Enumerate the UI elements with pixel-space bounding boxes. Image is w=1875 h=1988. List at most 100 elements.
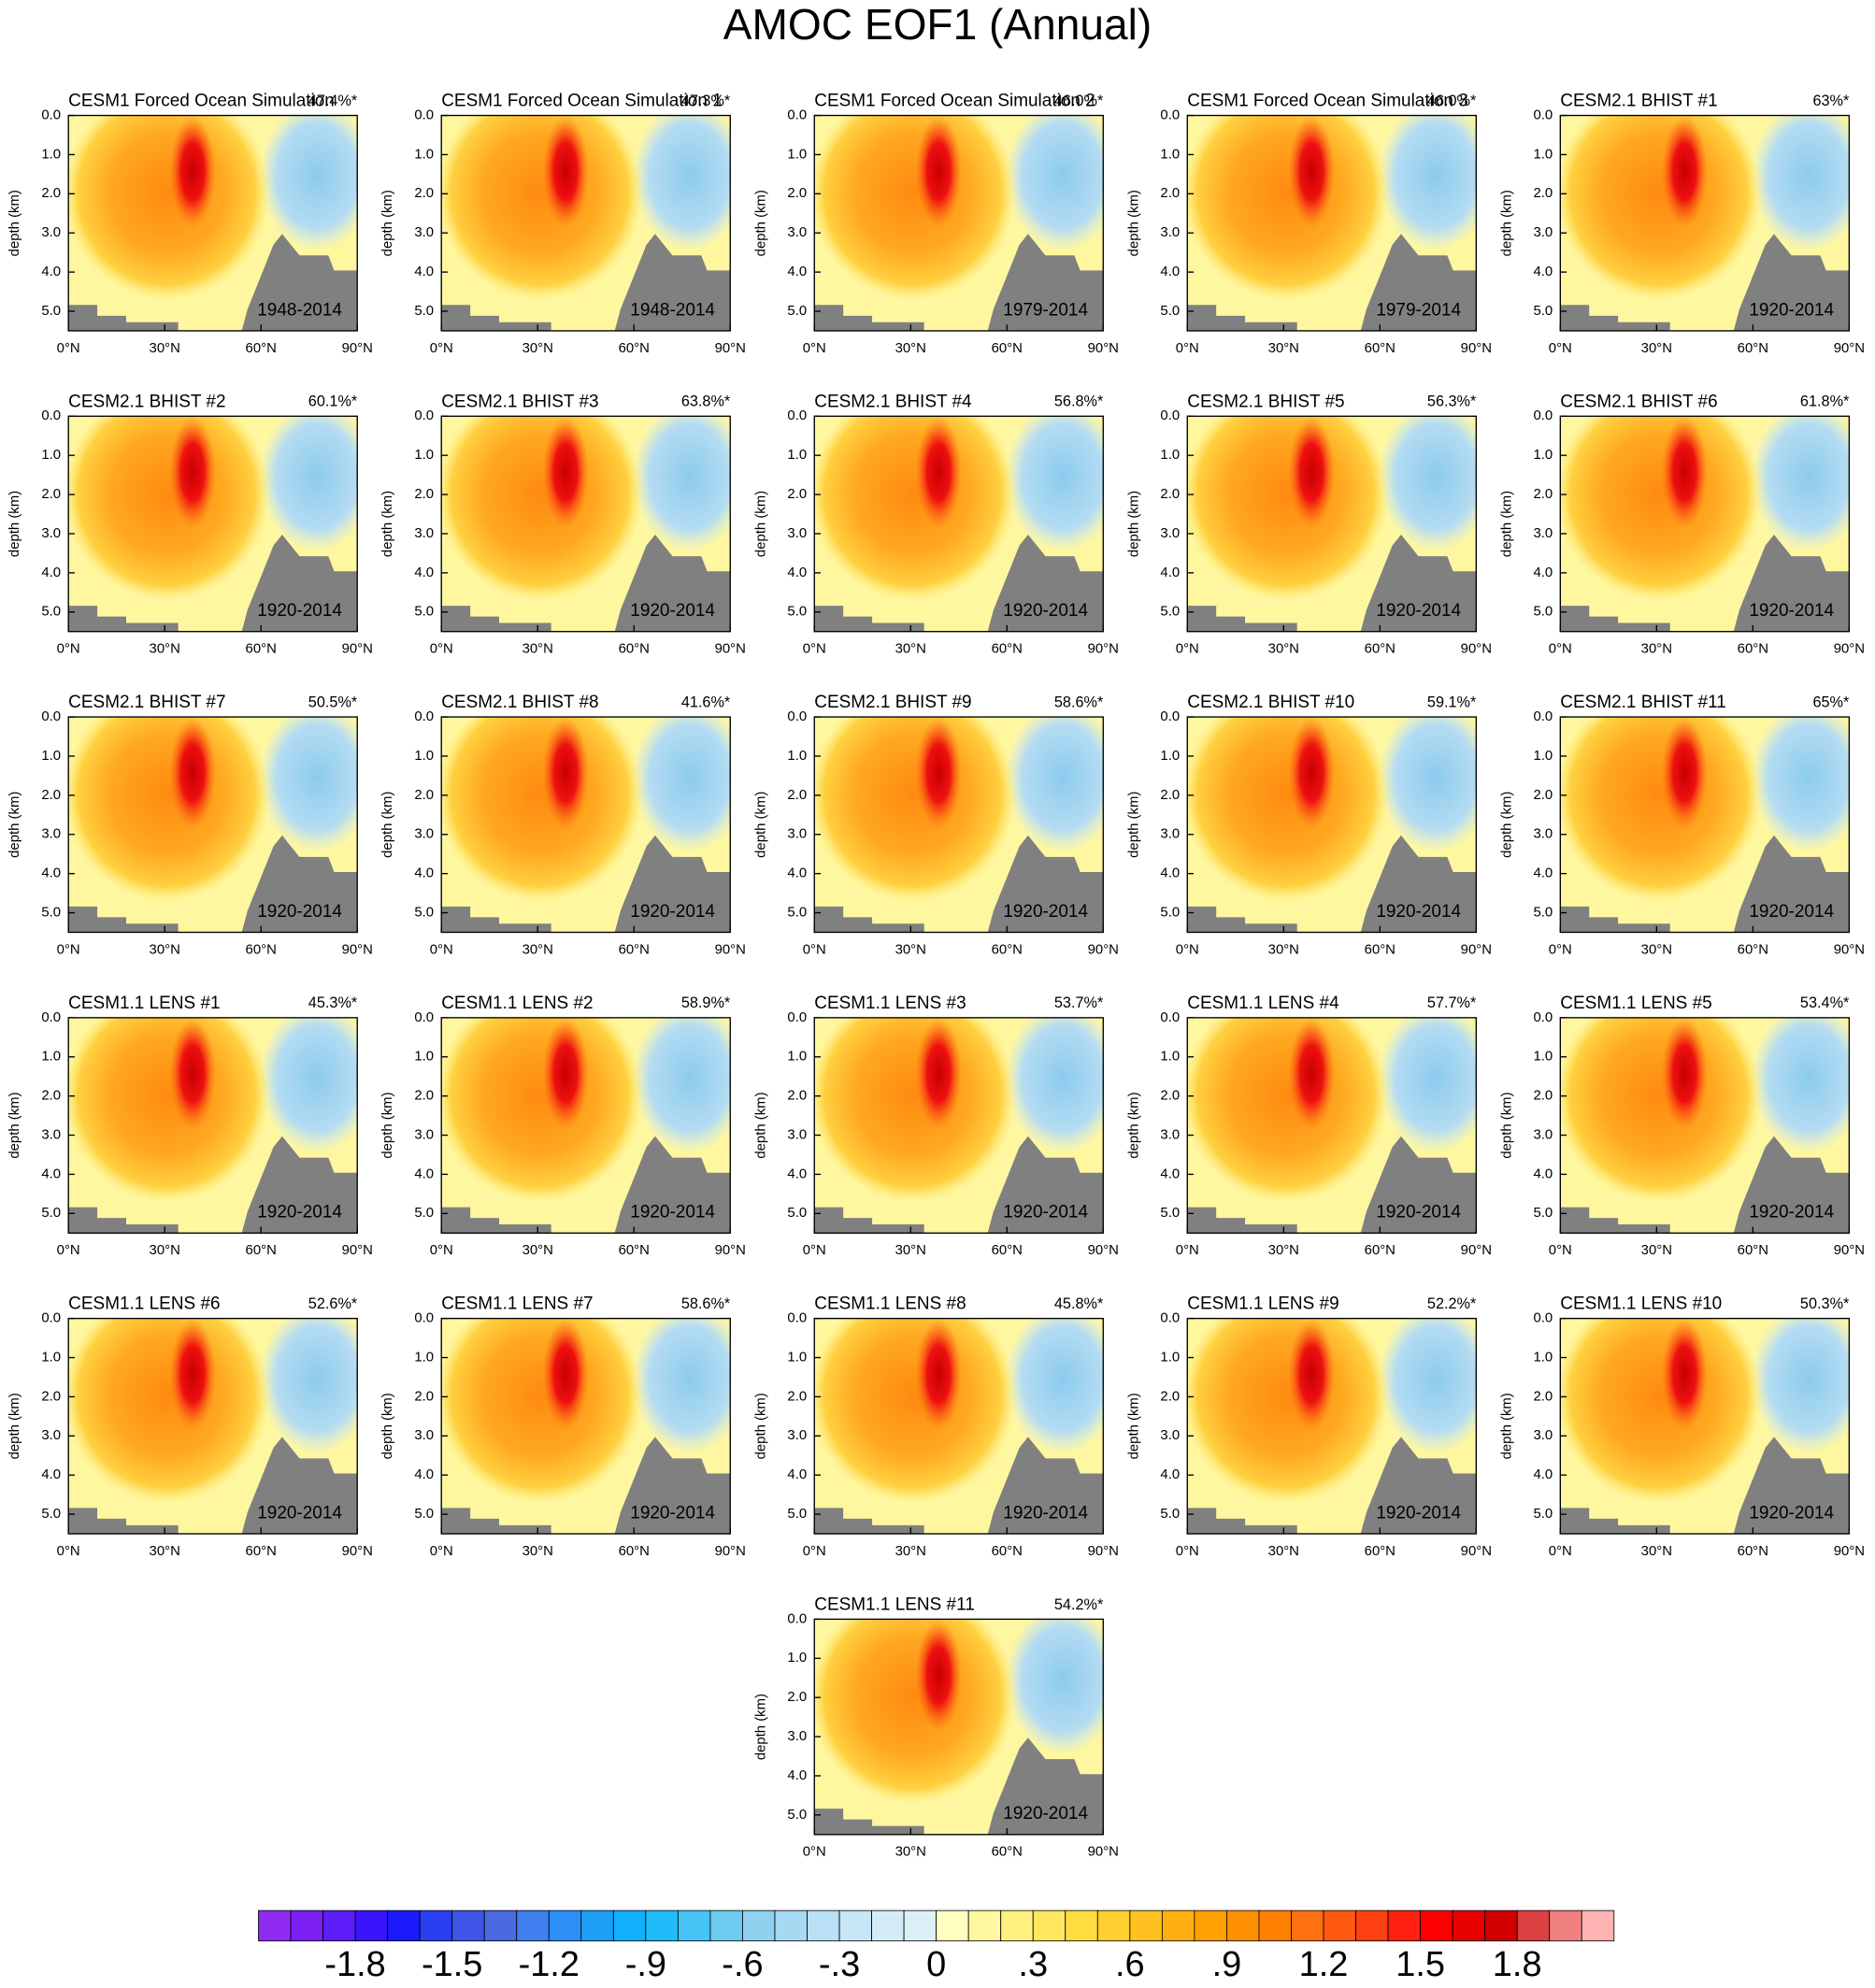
- topography: [1187, 1207, 1297, 1234]
- y-tick-label: 5.0: [1160, 1206, 1180, 1221]
- panel: CESM2.1 BHIST #5 56.3%* 1920-2014 0.0 1.0 2.0…: [1126, 392, 1492, 657]
- y-tick-label: 0.0: [1533, 1010, 1553, 1025]
- panel-variance: 52.6%*: [308, 1295, 358, 1312]
- panel: CESM1.1 LENS #9 52.2%* 1920-2014 0.0 1.0 2.0 3…: [1126, 1294, 1492, 1559]
- max-cell: [1661, 1017, 1708, 1130]
- y-tick-label: 3.0: [787, 526, 807, 541]
- plot-frame: [1559, 716, 1851, 934]
- panel-variance: 46.0%*: [1054, 93, 1104, 109]
- max-cell: [169, 717, 216, 829]
- colorbar-box: [838, 1909, 872, 1942]
- y-tick-label: 1.0: [1160, 1350, 1180, 1365]
- negative-cell: [1005, 717, 1104, 853]
- y-tick-label: 2.0: [1160, 1389, 1180, 1404]
- colorbar-box: [1484, 1909, 1518, 1942]
- panel-period: 1920-2014: [1376, 902, 1461, 922]
- y-axis-label: depth (km): [753, 491, 768, 557]
- y-tick-label: 0.0: [41, 408, 61, 423]
- topography: [68, 305, 179, 331]
- panel: CESM2.1 BHIST #4 56.8%* 1920-2014 0.0 1.0 2.0…: [753, 392, 1119, 657]
- colorbar-box: [1323, 1909, 1356, 1942]
- y-axis-label: depth (km): [753, 1393, 768, 1459]
- plot-frame: [1186, 415, 1477, 633]
- plot-frame: [67, 1017, 358, 1234]
- positive-cell: [814, 1318, 1017, 1504]
- panel-period: 1920-2014: [1749, 902, 1834, 922]
- negative-cell: [259, 1017, 358, 1153]
- topography: [987, 835, 1104, 933]
- colorbar-label: 0: [926, 1945, 946, 1984]
- x-tick-label: 90°N: [1461, 642, 1492, 657]
- field: [1187, 115, 1477, 331]
- panel-title: CESM2.1 BHIST #6: [1560, 392, 1717, 411]
- topography: [1360, 1437, 1477, 1535]
- negative-cell: [259, 115, 358, 251]
- field: [814, 1017, 1104, 1234]
- x-tick-label: 30°N: [522, 1243, 553, 1258]
- panel-period: 1920-2014: [1749, 601, 1834, 621]
- x-tick-label: 30°N: [522, 942, 553, 957]
- colorbar-box: [645, 1909, 679, 1942]
- panel-variance: 57.7%*: [1427, 994, 1477, 1011]
- colorbar-box: [1194, 1909, 1227, 1942]
- x-tick-label: 60°N: [246, 1544, 277, 1559]
- plot-frame: [440, 716, 731, 934]
- y-tick-label: 1.0: [1160, 448, 1180, 463]
- x-tick-label: 90°N: [1088, 642, 1119, 657]
- colorbar-box: [1161, 1909, 1195, 1942]
- y-tick-label: 4.0: [414, 1467, 434, 1482]
- max-cell: [1661, 416, 1708, 529]
- positive-cell: [1560, 717, 1763, 903]
- y-axis-label: depth (km): [753, 190, 768, 256]
- panel-period: 1920-2014: [1376, 1503, 1461, 1523]
- field: [441, 717, 731, 933]
- positive-cell: [441, 1017, 644, 1203]
- colorbar-box: [1096, 1909, 1131, 1942]
- topography: [987, 1738, 1104, 1835]
- x-tick-label: 30°N: [150, 1544, 180, 1559]
- x-tick-label: 30°N: [895, 642, 926, 657]
- panel-period: 1920-2014: [1749, 1503, 1834, 1523]
- positive-cell: [1560, 1017, 1763, 1203]
- topography: [1733, 1437, 1850, 1535]
- panel-title: CESM2.1 BHIST #7: [68, 693, 225, 712]
- panel-title: CESM1 Forced Ocean Simulation: [68, 92, 335, 111]
- x-tick-label: 0°N: [1176, 942, 1199, 957]
- y-tick-label: 4.0: [414, 1166, 434, 1181]
- panel: CESM1.1 LENS #10 50.3%* 1920-2014 0.0 1.0 2.0…: [1499, 1294, 1865, 1559]
- topography: [441, 906, 551, 933]
- max-cell: [1288, 115, 1335, 228]
- x-tick-label: 90°N: [715, 642, 746, 657]
- field: [1560, 115, 1850, 331]
- field: [441, 1017, 731, 1234]
- panel-period: 1920-2014: [630, 601, 715, 621]
- y-tick-label: 3.0: [1533, 1428, 1553, 1443]
- panel-variance: 58.9%*: [681, 994, 731, 1011]
- topography: [614, 234, 731, 331]
- y-tick-label: 4.0: [1160, 565, 1180, 580]
- panel-title: CESM1 Forced Ocean Simulation 1: [441, 92, 722, 111]
- colorbar-box: [807, 1909, 840, 1942]
- colorbar-label: 1.5: [1396, 1945, 1445, 1984]
- x-tick-label: 30°N: [895, 942, 926, 957]
- colorbar-box: [1452, 1909, 1486, 1942]
- y-tick-label: 3.0: [1160, 1428, 1180, 1443]
- panel-variance: 65%*: [1812, 694, 1850, 710]
- max-cell: [1288, 717, 1335, 829]
- x-tick-label: 60°N: [992, 1544, 1023, 1559]
- colorbar-box: [709, 1909, 743, 1942]
- colorbar-box: [516, 1909, 550, 1942]
- x-tick-label: 30°N: [1641, 1243, 1672, 1258]
- x-tick-label: 90°N: [1461, 942, 1492, 957]
- plot-frame: [813, 415, 1104, 633]
- y-tick-label: 3.0: [787, 1127, 807, 1142]
- panel-period: 1920-2014: [630, 902, 715, 922]
- x-tick-label: 90°N: [715, 341, 746, 356]
- x-tick-label: 30°N: [895, 1544, 926, 1559]
- colorbar-label: 1.8: [1493, 1945, 1542, 1984]
- topography: [441, 606, 551, 632]
- y-tick-label: 2.0: [41, 1389, 61, 1404]
- negative-cell: [259, 717, 358, 853]
- topography: [68, 1207, 179, 1234]
- positive-cell: [68, 115, 271, 301]
